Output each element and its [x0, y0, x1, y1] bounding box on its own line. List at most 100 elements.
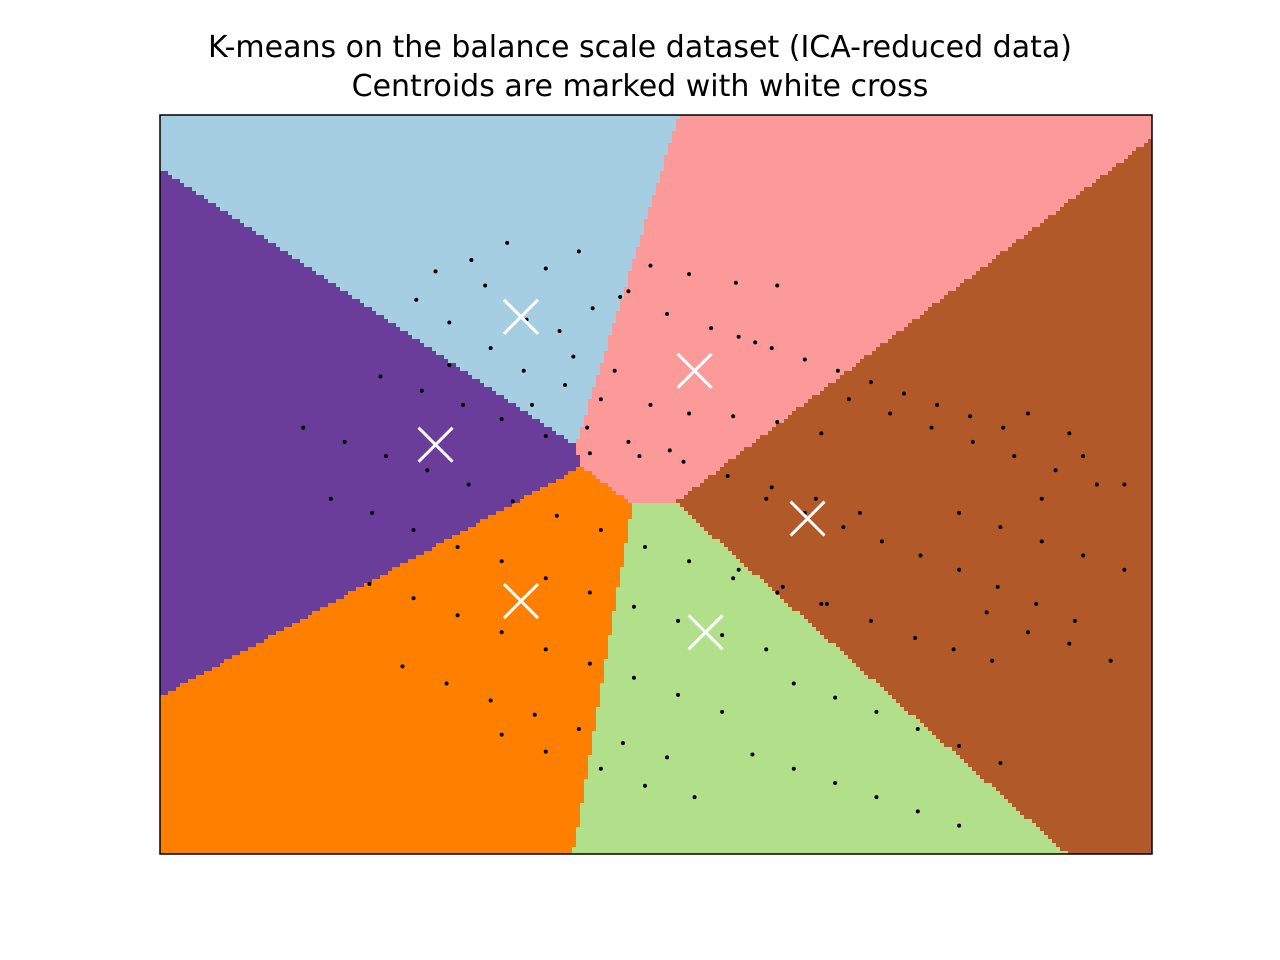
cluster-region-4 — [616, 591, 777, 596]
cluster-region-3 — [724, 543, 1152, 548]
cluster-region-6 — [276, 631, 613, 636]
data-point — [510, 499, 515, 504]
cluster-region-4 — [588, 763, 969, 768]
cluster-region-5 — [160, 415, 533, 420]
cluster-region-3 — [820, 631, 1152, 636]
cluster-region-5 — [160, 475, 565, 480]
cluster-region-6 — [336, 599, 617, 604]
cluster-region-3 — [1004, 795, 1152, 800]
data-point — [764, 647, 769, 652]
data-point — [598, 397, 603, 402]
cluster-region-1 — [528, 411, 589, 416]
data-point — [780, 584, 785, 589]
cluster-region-6 — [196, 675, 605, 680]
cluster-region-3 — [984, 779, 1152, 784]
cluster-region-3 — [820, 391, 1152, 396]
data-point — [709, 326, 714, 331]
cluster-region-2 — [588, 403, 805, 408]
cluster-region-6 — [160, 707, 597, 712]
cluster-region-2 — [676, 123, 1152, 128]
cluster-region-5 — [160, 543, 437, 548]
data-point — [833, 695, 838, 700]
cluster-region-5 — [160, 515, 489, 520]
cluster-region-4 — [584, 783, 993, 788]
cluster-region-2 — [640, 235, 1025, 240]
cluster-region-3 — [1008, 799, 1152, 804]
data-point — [687, 411, 692, 416]
data-point — [1026, 630, 1030, 635]
data-point — [1122, 567, 1127, 572]
cluster-region-6 — [160, 739, 593, 744]
cluster-region-5 — [160, 295, 353, 300]
cluster-region-5 — [160, 667, 213, 672]
cluster-region-3 — [1144, 143, 1152, 148]
cluster-region-4 — [604, 675, 869, 680]
cluster-region-1 — [564, 435, 581, 440]
cluster-region-5 — [160, 691, 169, 696]
cluster-region-2 — [576, 439, 757, 444]
data-point — [915, 809, 920, 814]
cluster-region-3 — [736, 455, 1152, 460]
cluster-region-4 — [608, 639, 829, 644]
cluster-region-3 — [1056, 211, 1152, 216]
cluster-region-6 — [204, 671, 605, 676]
cluster-region-1 — [288, 251, 637, 256]
cluster-region-3 — [1032, 819, 1152, 824]
data-point — [461, 402, 466, 407]
cluster-region-6 — [512, 503, 633, 508]
cluster-region-3 — [708, 475, 1152, 480]
cluster-region-2 — [644, 231, 1029, 236]
cluster-region-2 — [648, 215, 1049, 220]
cluster-region-1 — [484, 383, 597, 388]
cluster-region-6 — [468, 527, 629, 532]
cluster-region-5 — [160, 635, 269, 640]
cluster-region-2 — [636, 251, 1001, 256]
cluster-region-3 — [716, 471, 1152, 476]
cluster-region-3 — [988, 263, 1152, 268]
cluster-region-5 — [160, 455, 581, 460]
cluster-region-5 — [160, 659, 225, 664]
cluster-region-1 — [360, 299, 621, 304]
cluster-region-1 — [160, 151, 669, 156]
data-point — [648, 402, 653, 407]
cluster-region-3 — [760, 435, 1152, 440]
data-point — [1067, 641, 1072, 646]
cluster-region-4 — [588, 767, 973, 772]
data-point — [1053, 468, 1058, 473]
data-point — [968, 414, 973, 419]
data-point — [833, 780, 838, 785]
cluster-region-2 — [612, 331, 897, 336]
cluster-region-3 — [1024, 815, 1152, 820]
cluster-region-5 — [160, 275, 325, 280]
cluster-region-4 — [608, 635, 825, 640]
cluster-region-5 — [160, 343, 425, 348]
cluster-region-6 — [476, 523, 629, 528]
cluster-region-3 — [864, 671, 1152, 676]
cluster-region-5 — [160, 643, 257, 648]
cluster-region-6 — [348, 591, 617, 596]
cluster-region-3 — [1132, 151, 1152, 156]
cluster-region-5 — [160, 203, 217, 208]
cluster-region-1 — [160, 119, 677, 124]
cluster-region-6 — [160, 823, 581, 828]
cluster-region-3 — [908, 323, 1152, 328]
cluster-region-4 — [608, 651, 845, 656]
cluster-region-4 — [620, 579, 765, 584]
cluster-region-3 — [1008, 247, 1152, 252]
cluster-region-6 — [160, 815, 581, 820]
cluster-region-4 — [596, 723, 925, 728]
cluster-region-5 — [160, 459, 581, 464]
cluster-region-3 — [1052, 839, 1152, 844]
cluster-region-2 — [628, 283, 961, 288]
cluster-region-2 — [624, 295, 945, 300]
cluster-region-2 — [600, 371, 845, 376]
data-point — [1001, 425, 1006, 430]
cluster-region-3 — [680, 503, 1152, 508]
cluster-region-3 — [712, 535, 1152, 540]
cluster-region-2 — [660, 175, 1101, 180]
cluster-region-3 — [1112, 167, 1152, 172]
cluster-region-3 — [944, 295, 1152, 300]
cluster-region-3 — [760, 575, 1152, 580]
data-point — [957, 743, 962, 748]
cluster-region-1 — [456, 363, 601, 368]
